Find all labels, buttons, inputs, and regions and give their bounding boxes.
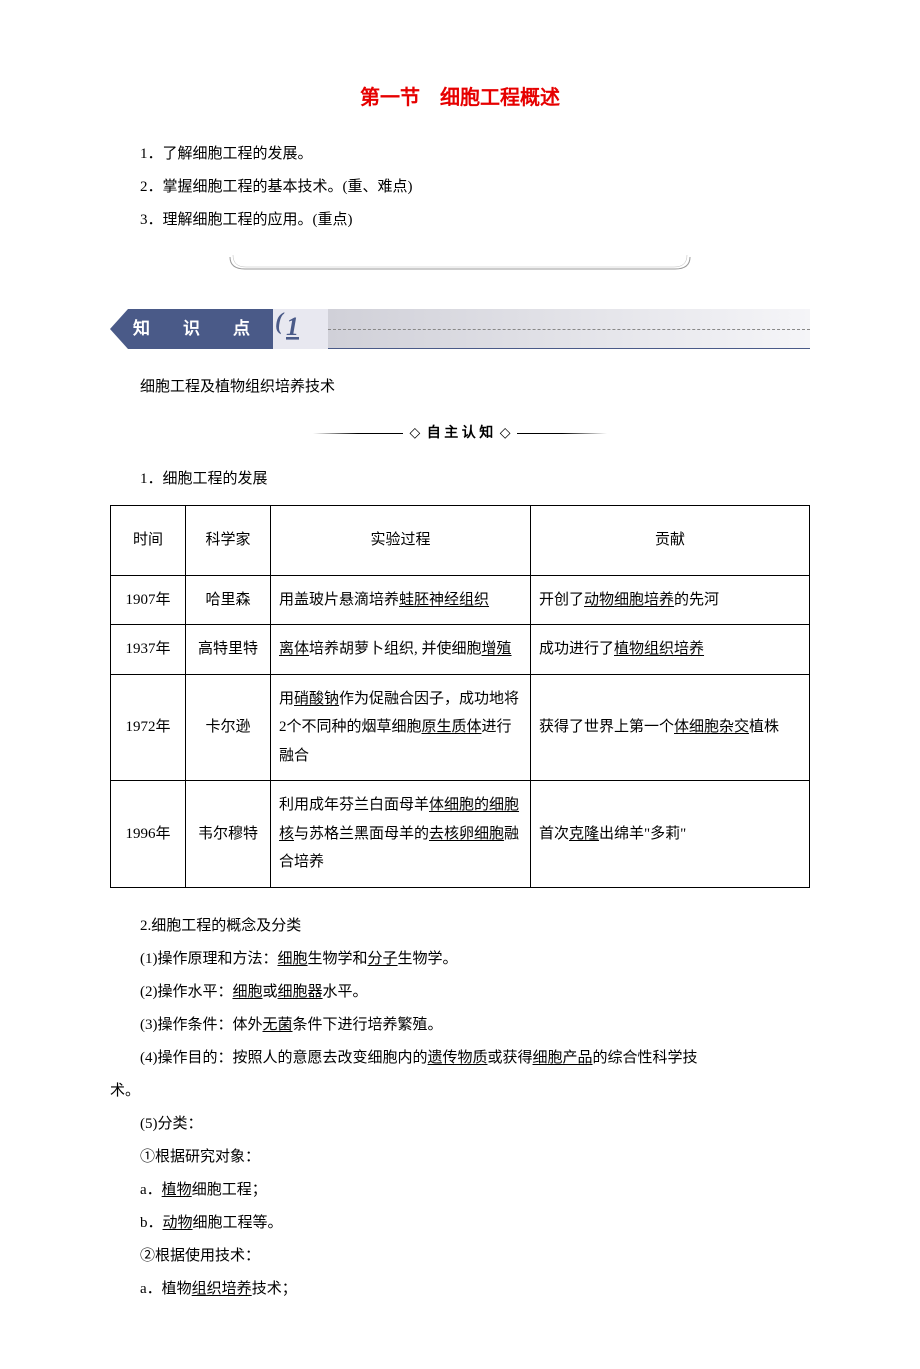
- p-principle: (1)操作原理和方法：细胞生物学和分子生物学。: [110, 946, 810, 973]
- cell-year-4: 1996年: [111, 781, 186, 888]
- self-study-divider: ◇ 自 主 认 知 ◇: [110, 421, 810, 446]
- p-purpose-cont: 术。: [110, 1078, 810, 1105]
- cell-contrib-4: 首次克隆出绵羊"多莉": [531, 781, 810, 888]
- cell-year-1: 1907年: [111, 575, 186, 625]
- cell-scientist-4: 韦尔穆特: [186, 781, 271, 888]
- cell-contrib-3: 获得了世界上第一个体细胞杂交植株: [531, 674, 810, 781]
- section-2-head: 2.细胞工程的概念及分类: [110, 913, 810, 940]
- cell-contrib-1: 开创了动物细胞培养的先河: [531, 575, 810, 625]
- p-class-1b: b．动物细胞工程等。: [110, 1210, 810, 1237]
- section-2-content: 2.细胞工程的概念及分类 (1)操作原理和方法：细胞生物学和分子生物学。 (2)…: [110, 913, 810, 1303]
- p-classification: (5)分类：: [110, 1111, 810, 1138]
- cell-year-3: 1972年: [111, 674, 186, 781]
- th-process: 实验过程: [271, 506, 531, 576]
- cell-process-4: 利用成年芬兰白面母羊体细胞的细胞核与苏格兰黑面母羊的去核卵细胞融合培养: [271, 781, 531, 888]
- cell-process-3: 用硝酸钠作为促融合因子，成功地将2个不同种的烟草细胞原生质体进行融合: [271, 674, 531, 781]
- p-class-1a: a．植物细胞工程；: [110, 1177, 810, 1204]
- cell-process-2: 离体培养胡萝卜组织, 并使细胞增殖: [271, 625, 531, 675]
- objective-2: 2．掌握细胞工程的基本技术。(重、难点): [110, 174, 810, 201]
- svg-text:1: 1: [286, 312, 299, 341]
- p-class-1: ①根据研究对象：: [110, 1144, 810, 1171]
- table-row: 1996年 韦尔穆特 利用成年芬兰白面母羊体细胞的细胞核与苏格兰黑面母羊的去核卵…: [111, 781, 810, 888]
- objective-3: 3．理解细胞工程的应用。(重点): [110, 207, 810, 234]
- cell-scientist-2: 高特里特: [186, 625, 271, 675]
- objective-1: 1．了解细胞工程的发展。: [110, 141, 810, 168]
- cell-year-2: 1937年: [111, 625, 186, 675]
- page-title: 第一节 细胞工程概述: [110, 80, 810, 116]
- knowledge-point-label: 知 识 点: [128, 309, 273, 349]
- header-line: [328, 309, 810, 349]
- cell-scientist-1: 哈里森: [186, 575, 271, 625]
- section-1-head: 1．细胞工程的发展: [110, 466, 810, 493]
- p-purpose: (4)操作目的：按照人的意愿去改变细胞内的遗传物质或获得细胞产品的综合性科学技: [110, 1045, 810, 1072]
- table-row: 1907年 哈里森 用盖玻片悬滴培养蛙胚神经组织 开创了动物细胞培养的先河: [111, 575, 810, 625]
- th-year: 时间: [111, 506, 186, 576]
- learning-objectives: 1．了解细胞工程的发展。 2．掌握细胞工程的基本技术。(重、难点) 3．理解细胞…: [110, 141, 810, 234]
- knowledge-point-header: 知 识 点 ( 1: [110, 309, 810, 349]
- subsection-title: 细胞工程及植物组织培养技术: [110, 374, 810, 401]
- p-class-2: ②根据使用技术：: [110, 1243, 810, 1270]
- cell-process-1: 用盖玻片悬滴培养蛙胚神经组织: [271, 575, 531, 625]
- cell-scientist-3: 卡尔逊: [186, 674, 271, 781]
- th-contribution: 贡献: [531, 506, 810, 576]
- curve-divider: [110, 249, 810, 289]
- p-condition: (3)操作条件：体外无菌条件下进行培养繁殖。: [110, 1012, 810, 1039]
- development-table: 时间 科学家 实验过程 贡献 1907年 哈里森 用盖玻片悬滴培养蛙胚神经组织 …: [110, 505, 810, 888]
- table-row: 1937年 高特里特 离体培养胡萝卜组织, 并使细胞增殖 成功进行了植物组织培养: [111, 625, 810, 675]
- p-class-2a: a．植物组织培养技术；: [110, 1276, 810, 1303]
- self-study-label: 自 主 认 知: [427, 426, 494, 441]
- th-scientist: 科学家: [186, 506, 271, 576]
- p-level: (2)操作水平：细胞或细胞器水平。: [110, 979, 810, 1006]
- cell-contrib-2: 成功进行了植物组织培养: [531, 625, 810, 675]
- table-header-row: 时间 科学家 实验过程 贡献: [111, 506, 810, 576]
- svg-text:(: (: [275, 311, 285, 335]
- arrow-icon: [110, 309, 128, 349]
- knowledge-point-number: ( 1: [273, 309, 328, 349]
- table-row: 1972年 卡尔逊 用硝酸钠作为促融合因子，成功地将2个不同种的烟草细胞原生质体…: [111, 674, 810, 781]
